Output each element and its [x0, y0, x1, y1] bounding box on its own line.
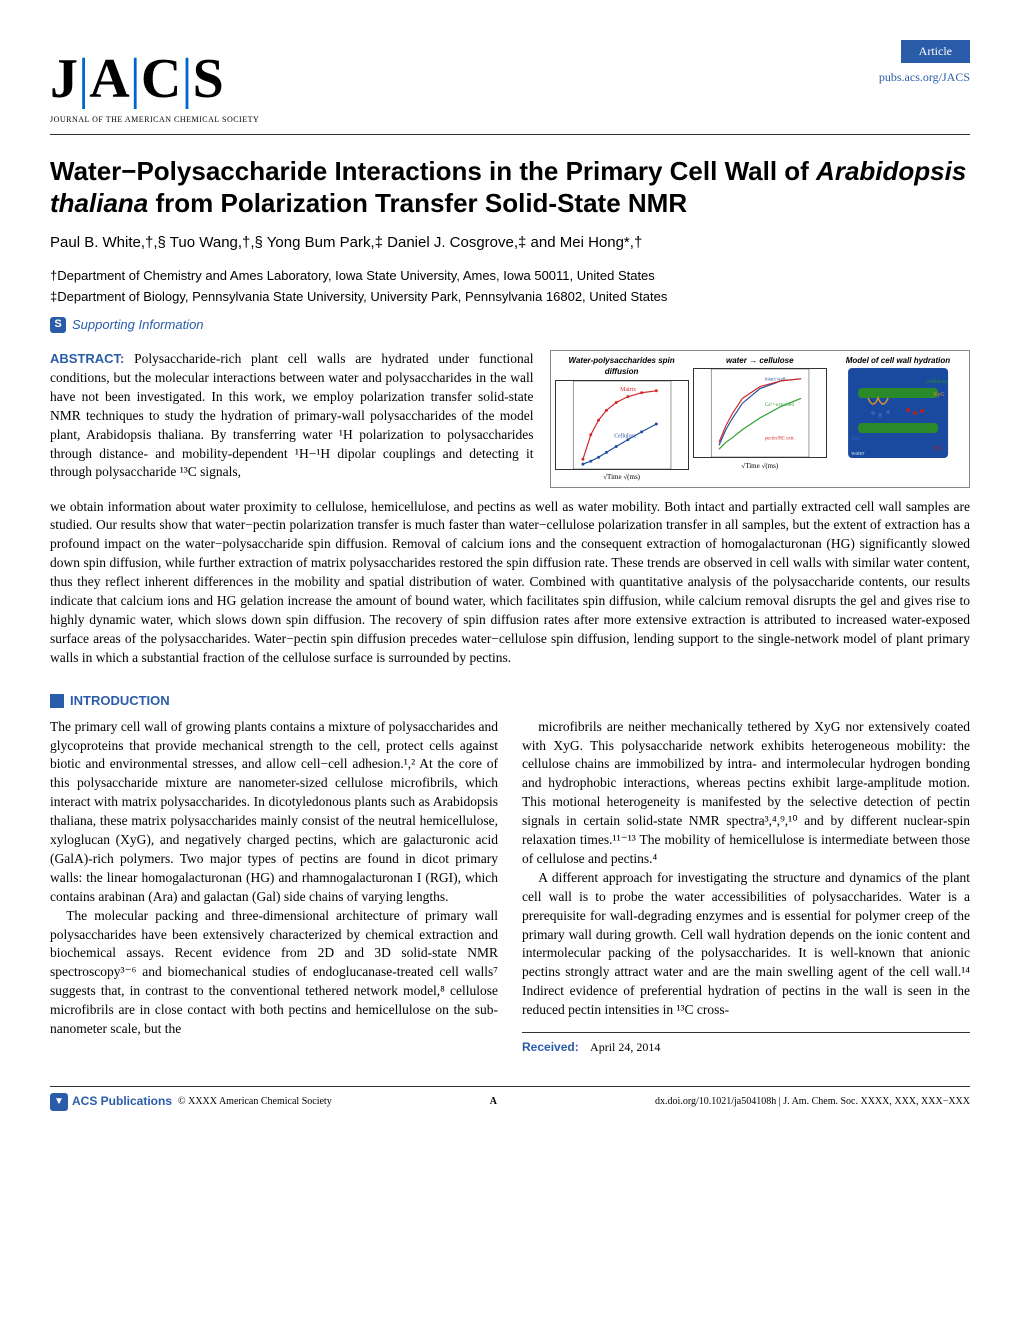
doi: dx.doi.org/10.1021/ja504108h | J. Am. Ch…	[655, 1095, 970, 1109]
received-box: Received: April 24, 2014	[522, 1032, 970, 1056]
acs-publications-logo[interactable]: ▼ ACS Publications	[50, 1093, 172, 1111]
logo-sep: |	[78, 40, 87, 118]
title-part1: Water−Polysaccharide Interactions in the…	[50, 156, 816, 186]
figure-panel-2-xlabel: √Time √(ms)	[693, 462, 827, 472]
copyright: © XXXX American Chemical Society	[178, 1095, 332, 1109]
header-right: Article pubs.acs.org/JACS	[879, 40, 970, 86]
supporting-info-icon: S	[50, 317, 66, 333]
figure-panel-2-plot: intact wall Ca²⁺-extracted pectin/HC ext…	[693, 368, 827, 458]
svg-text:cellulose: cellulose	[926, 379, 948, 385]
header: J | A | C | S JOURNAL OF THE AMERICAN CH…	[50, 40, 970, 135]
logo-sep: |	[130, 40, 139, 118]
abstract-label: ABSTRACT:	[50, 351, 124, 366]
intro-para: The primary cell wall of growing plants …	[50, 718, 498, 907]
supporting-info-row[interactable]: S Supporting Information	[50, 316, 970, 334]
authors: Paul B. White,†,§ Tuo Wang,†,§ Yong Bum …	[50, 232, 970, 253]
received-label: Received:	[522, 1040, 579, 1054]
acs-pub-text: ACS Publications	[72, 1093, 172, 1110]
figure-panel-1-plot: Matrix Cellulose	[555, 380, 689, 470]
figure-panel-1-xlabel: √Time √(ms)	[555, 473, 689, 483]
abstract-lead-text: Polysaccharide-rich plant cell walls are…	[50, 351, 534, 479]
logo-letters: J | A | C | S	[50, 40, 259, 118]
received-value: April 24, 2014	[590, 1040, 660, 1054]
figure-panel-3-diagram: cellulose XyG RG HG water	[831, 368, 965, 458]
logo-letter: C	[141, 40, 179, 118]
legend-matrix: Matrix	[620, 386, 636, 392]
svg-text:pectin/HC extr.: pectin/HC extr.	[765, 437, 795, 442]
affiliation: ‡Department of Biology, Pennsylvania Sta…	[50, 288, 970, 306]
footer-left: ▼ ACS Publications © XXXX American Chemi…	[50, 1093, 332, 1111]
logo-letter: J	[50, 40, 76, 118]
intro-para: The molecular packing and three-dimensio…	[50, 907, 498, 1039]
acs-pub-icon: ▼	[50, 1093, 68, 1111]
footer: ▼ ACS Publications © XXXX American Chemi…	[50, 1086, 970, 1111]
journal-logo: J | A | C | S JOURNAL OF THE AMERICAN CH…	[50, 40, 259, 126]
article-badge: Article	[901, 40, 970, 63]
introduction-heading: INTRODUCTION	[50, 692, 970, 710]
logo-letter: A	[89, 40, 127, 118]
figure-panel-2: water → cellulose intact wall Ca²⁺-extra…	[693, 355, 827, 482]
svg-text:RG: RG	[852, 436, 861, 442]
figure-panel-3-title: Model of cell wall hydration	[831, 355, 965, 366]
svg-text:HG: HG	[933, 446, 942, 452]
figure-panel-2-title: water → cellulose	[693, 355, 827, 366]
abstract-continuation: we obtain information about water proxim…	[50, 498, 970, 668]
figure-panel-3: Model of cell wall hydration cellulose X…	[831, 355, 965, 482]
affiliation: †Department of Chemistry and Ames Labora…	[50, 267, 970, 285]
title-part2: from Polarization Transfer Solid-State N…	[148, 188, 687, 218]
introduction-heading-text: INTRODUCTION	[70, 692, 170, 710]
affiliations: †Department of Chemistry and Ames Labora…	[50, 267, 970, 306]
abstract-lead: ABSTRACT: Polysaccharide-rich plant cell…	[50, 350, 534, 487]
logo-subtitle: JOURNAL OF THE AMERICAN CHEMICAL SOCIETY	[50, 114, 259, 125]
svg-text:XyG: XyG	[933, 392, 945, 398]
svg-text:water: water	[851, 451, 864, 457]
supporting-info-label: Supporting Information	[72, 316, 204, 334]
page-number: A	[490, 1095, 497, 1109]
intro-para: A different approach for investigating t…	[522, 869, 970, 1020]
logo-letter: S	[193, 40, 222, 118]
figure-panel-1: Water-polysaccharides spin diffusion Mat…	[555, 355, 689, 482]
abstract-block: ABSTRACT: Polysaccharide-rich plant cell…	[50, 350, 970, 487]
intro-para: microfibrils are neither mechanically te…	[522, 718, 970, 869]
abstract-figure: Water-polysaccharides spin diffusion Mat…	[550, 350, 970, 487]
pubs-link[interactable]: pubs.acs.org/JACS	[879, 69, 970, 86]
body-columns: The primary cell wall of growing plants …	[50, 718, 970, 1056]
article-title: Water−Polysaccharide Interactions in the…	[50, 155, 970, 220]
figure-panel-1-title: Water-polysaccharides spin diffusion	[555, 355, 689, 377]
logo-sep: |	[181, 40, 190, 118]
